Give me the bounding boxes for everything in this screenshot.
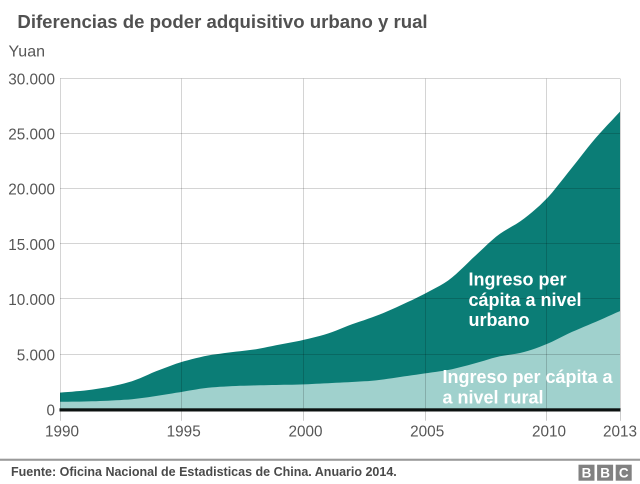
svg-text:B: B bbox=[582, 465, 592, 480]
svg-text:Ingreso per: Ingreso per bbox=[469, 270, 567, 290]
svg-text:0: 0 bbox=[46, 403, 55, 420]
svg-text:15.000: 15.000 bbox=[8, 237, 55, 254]
svg-text:2010: 2010 bbox=[532, 424, 566, 441]
svg-text:cápita a nivel: cápita a nivel bbox=[469, 290, 582, 310]
svg-text:5.000: 5.000 bbox=[17, 347, 55, 364]
svg-text:1990: 1990 bbox=[45, 424, 79, 441]
svg-text:20.000: 20.000 bbox=[8, 182, 55, 199]
svg-text:urbano: urbano bbox=[469, 310, 530, 330]
svg-text:1995: 1995 bbox=[167, 424, 201, 441]
svg-text:2005: 2005 bbox=[410, 424, 444, 441]
svg-text:Fuente: Oficina Nacional de Es: Fuente: Oficina Nacional de Estadisticas… bbox=[11, 465, 397, 479]
svg-text:30.000: 30.000 bbox=[8, 71, 55, 88]
svg-text:Yuan: Yuan bbox=[9, 44, 45, 61]
svg-text:25.000: 25.000 bbox=[8, 127, 55, 144]
svg-text:10.000: 10.000 bbox=[8, 292, 55, 309]
svg-text:Diferencias de poder adquisiti: Diferencias de poder adquisitivo urbano … bbox=[17, 11, 427, 32]
svg-text:Ingreso per cápita a: Ingreso per cápita a bbox=[443, 367, 614, 387]
svg-text:a nivel rural: a nivel rural bbox=[443, 387, 544, 407]
svg-text:2000: 2000 bbox=[288, 424, 322, 441]
svg-text:2013: 2013 bbox=[603, 424, 637, 441]
svg-text:C: C bbox=[619, 465, 629, 480]
svg-text:B: B bbox=[600, 465, 610, 480]
